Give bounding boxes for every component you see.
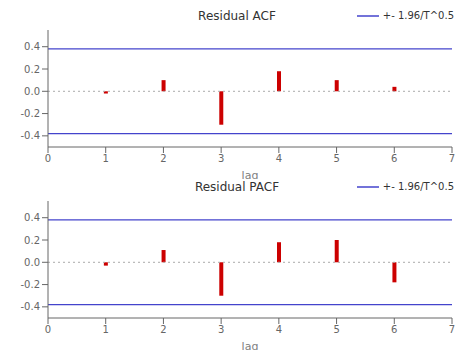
svg-text:1: 1 xyxy=(103,324,109,335)
svg-text:1: 1 xyxy=(103,153,109,164)
svg-text:lag: lag xyxy=(242,169,259,179)
svg-text:0.2: 0.2 xyxy=(24,64,40,75)
svg-text:4: 4 xyxy=(276,153,282,164)
svg-text:2: 2 xyxy=(160,324,166,335)
svg-text:3: 3 xyxy=(218,324,224,335)
svg-text:0.0: 0.0 xyxy=(24,257,40,268)
html-text:Residual PACF: Residual PACF xyxy=(194,180,280,194)
svg-text:0.0: 0.0 xyxy=(24,86,40,97)
svg-text:0: 0 xyxy=(45,153,51,164)
svg-text:5: 5 xyxy=(333,324,339,335)
svg-text:4: 4 xyxy=(276,324,282,335)
svg-text:2: 2 xyxy=(160,153,166,164)
svg-text:-0.2: -0.2 xyxy=(20,108,40,119)
svg-text:0.4: 0.4 xyxy=(24,212,40,223)
html-text:Residual ACF: Residual ACF xyxy=(198,9,276,23)
svg-text:6: 6 xyxy=(391,324,397,335)
svg-text:-0.4: -0.4 xyxy=(20,301,40,312)
html-text:+- 1.96/T^0.5: +- 1.96/T^0.5 xyxy=(382,181,454,192)
svg-text:-0.2: -0.2 xyxy=(20,279,40,290)
svg-text:3: 3 xyxy=(218,153,224,164)
html-text:+- 1.96/T^0.5: +- 1.96/T^0.5 xyxy=(382,10,454,21)
svg-text:7: 7 xyxy=(449,153,455,164)
svg-text:0.2: 0.2 xyxy=(24,235,40,246)
svg-text:-0.4: -0.4 xyxy=(20,130,40,141)
svg-text:lag: lag xyxy=(242,340,259,350)
svg-text:0.4: 0.4 xyxy=(24,41,40,52)
svg-text:6: 6 xyxy=(391,153,397,164)
svg-text:0: 0 xyxy=(45,324,51,335)
svg-text:7: 7 xyxy=(449,324,455,335)
svg-text:5: 5 xyxy=(333,153,339,164)
